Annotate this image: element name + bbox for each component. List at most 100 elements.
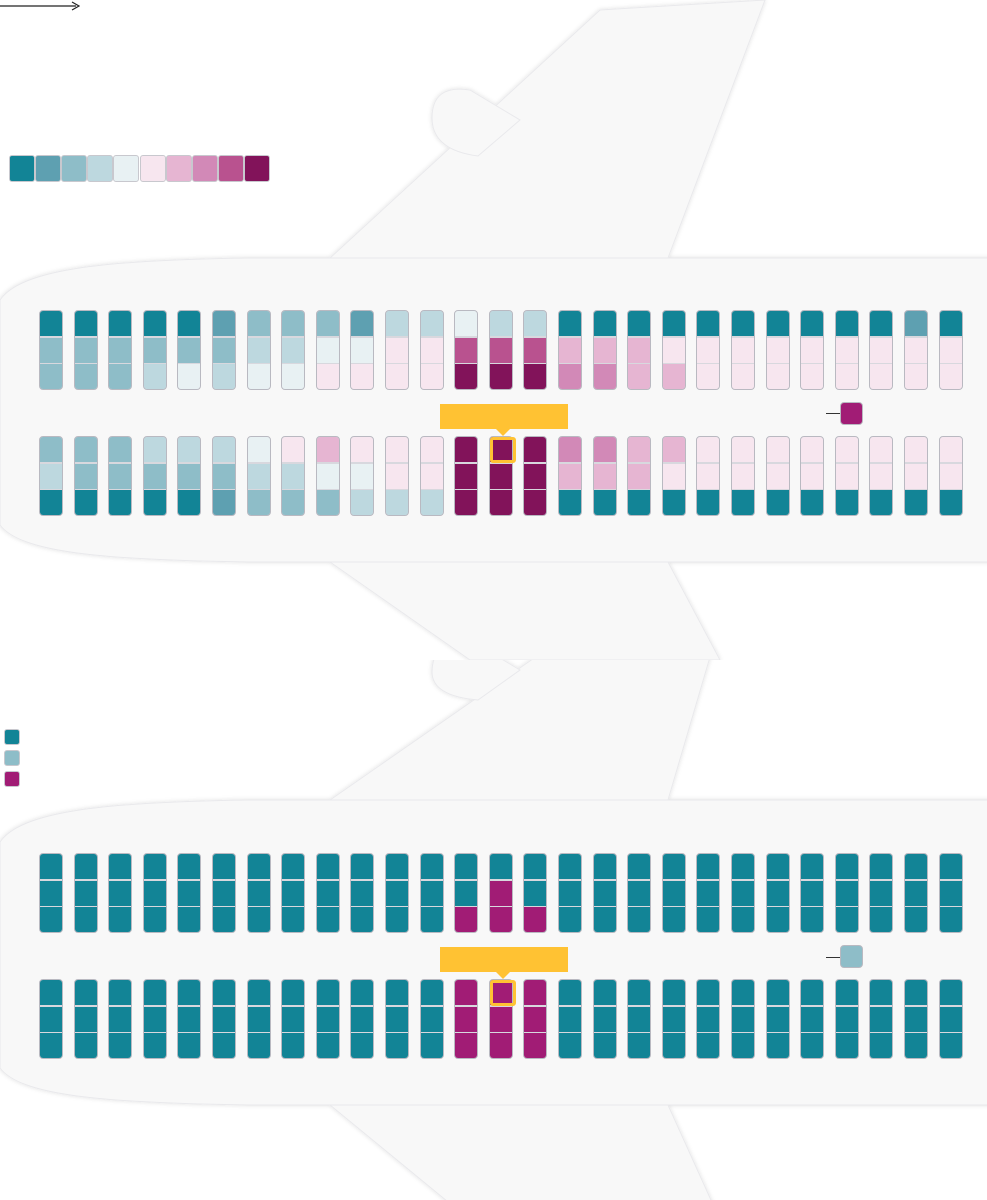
seat-column (246, 310, 271, 390)
seat (455, 364, 478, 389)
seat-column (212, 853, 236, 933)
seat (524, 337, 547, 363)
seat (420, 490, 443, 515)
seat (74, 880, 97, 906)
seat (697, 1033, 720, 1058)
seat (766, 463, 789, 489)
seat-column (592, 853, 617, 933)
seat (109, 1006, 132, 1032)
seat (351, 437, 374, 462)
seat-column (731, 310, 755, 390)
seat (316, 980, 339, 1005)
seat (455, 880, 478, 906)
scale-swatch (61, 155, 88, 182)
seat (489, 1006, 512, 1032)
seat (628, 880, 651, 906)
seat (559, 490, 581, 515)
seat (662, 364, 685, 389)
seat (870, 463, 893, 489)
seat (905, 311, 927, 336)
seat (801, 1033, 824, 1058)
seat-column (212, 979, 236, 1059)
seat-column (800, 310, 825, 390)
legend-swatch (4, 771, 20, 787)
seat-column (315, 853, 340, 933)
seat (74, 437, 97, 462)
seat (282, 980, 305, 1005)
seat (559, 337, 581, 363)
seat (351, 364, 374, 389)
seat (351, 463, 374, 489)
seat-column (419, 853, 444, 933)
seat (420, 1006, 443, 1032)
seat-column (765, 436, 790, 516)
seat-column (281, 436, 306, 516)
seat (143, 1006, 166, 1032)
seat (732, 1033, 754, 1058)
seat-column (627, 436, 652, 516)
seat-column (108, 853, 133, 933)
seat (316, 907, 339, 932)
seat-column (177, 436, 202, 516)
seat-column (696, 436, 721, 516)
seat (316, 490, 339, 515)
seat (74, 1033, 97, 1058)
seat (766, 437, 789, 462)
index-case-seat-outline (490, 980, 516, 1006)
seat (732, 437, 754, 462)
seat (732, 311, 754, 336)
seat (766, 490, 789, 515)
seat (870, 854, 893, 879)
seat (766, 337, 789, 363)
seat (697, 1006, 720, 1032)
seat-column (419, 310, 444, 390)
seat (593, 490, 616, 515)
seat (178, 337, 201, 363)
seat (213, 437, 235, 462)
scale-swatch (243, 155, 270, 182)
seat (697, 907, 720, 932)
seat (939, 907, 962, 932)
scale-swatch (191, 155, 218, 182)
seat (593, 463, 616, 489)
seat (593, 1006, 616, 1032)
seat (524, 364, 547, 389)
seat (247, 364, 270, 389)
seat (247, 980, 270, 1005)
seat (489, 854, 512, 879)
seat (766, 880, 789, 906)
seat (489, 337, 512, 363)
seat (247, 463, 270, 489)
seat-column (212, 310, 236, 390)
seat (489, 463, 512, 489)
seat-column (558, 436, 582, 516)
seat-column (696, 979, 721, 1059)
seat (213, 854, 235, 879)
seat-column (869, 310, 894, 390)
seat (870, 337, 893, 363)
seat (109, 364, 132, 389)
seat-column (904, 853, 928, 933)
seat-column (108, 436, 133, 516)
seat (628, 980, 651, 1005)
seat (282, 463, 305, 489)
seat (386, 490, 408, 515)
seat (905, 1033, 927, 1058)
seat (420, 463, 443, 489)
seat (628, 337, 651, 363)
seat (732, 907, 754, 932)
seat (247, 854, 270, 879)
seat (628, 463, 651, 489)
seat (316, 311, 339, 336)
seat-column (246, 436, 271, 516)
seat (939, 311, 962, 336)
seat-column (142, 436, 167, 516)
seat (109, 490, 132, 515)
seat-column (108, 979, 133, 1059)
seat (593, 337, 616, 363)
seat (766, 1033, 789, 1058)
seat (40, 437, 62, 462)
seat-column (938, 853, 963, 933)
seat-column (523, 979, 548, 1059)
seat (905, 437, 927, 462)
